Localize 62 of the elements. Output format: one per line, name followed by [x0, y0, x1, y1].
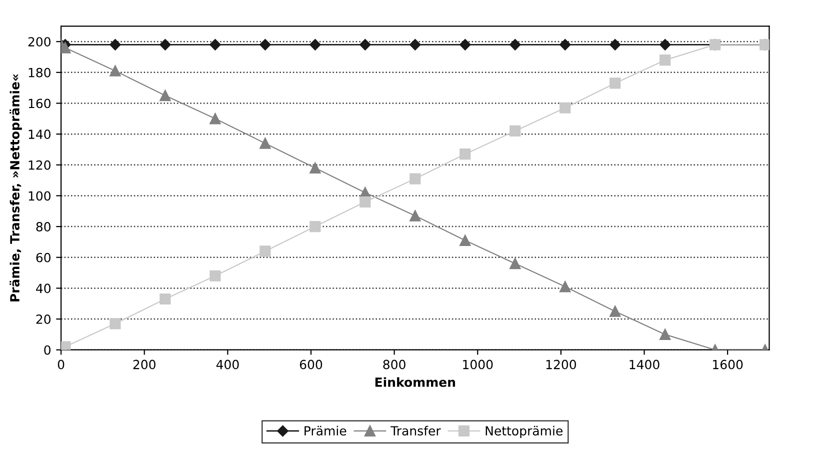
- point: [260, 246, 271, 257]
- point: [560, 281, 571, 292]
- point: [61, 341, 71, 350]
- point: [160, 293, 171, 305]
- y-tick-label: 0: [44, 345, 50, 355]
- point: [160, 90, 171, 102]
- point: [310, 220, 321, 232]
- point: [560, 102, 571, 114]
- point: [660, 328, 671, 340]
- point: [410, 173, 421, 184]
- point: [660, 54, 671, 66]
- y-tick-label: 20: [36, 314, 50, 324]
- legend-label: Prämie: [304, 426, 346, 436]
- x-tick-label: 200: [133, 360, 156, 370]
- y-tick-label: 40: [36, 284, 50, 294]
- point: [410, 210, 421, 222]
- x-tick-label: 0: [58, 360, 64, 370]
- point: [210, 270, 221, 282]
- point: [460, 39, 471, 50]
- x-tick-label: 1400: [630, 360, 660, 370]
- point: [460, 148, 471, 160]
- point: [560, 39, 571, 50]
- point: [210, 39, 221, 50]
- y-tick-label: 60: [36, 252, 50, 262]
- point: [510, 39, 521, 50]
- x-tick-label: 1600: [713, 360, 743, 370]
- point: [310, 39, 321, 50]
- point: [210, 113, 221, 124]
- point: [160, 39, 171, 50]
- point: [310, 162, 321, 174]
- y-tick-label: 80: [36, 222, 50, 232]
- point: [510, 125, 521, 137]
- legend-label: Nettoprämie: [486, 426, 562, 438]
- point: [110, 65, 121, 76]
- point: [609, 39, 621, 50]
- point: [260, 138, 271, 149]
- legend-label: Transfer: [390, 426, 441, 436]
- point: [260, 39, 271, 50]
- point: [610, 306, 621, 317]
- y-tick-label: 160: [28, 98, 50, 108]
- point: [110, 39, 121, 50]
- point: [360, 39, 371, 50]
- y-tick-label: 100: [28, 191, 50, 201]
- x-tick-label: 1200: [546, 360, 576, 370]
- x-tick-label: 600: [300, 360, 322, 370]
- x-tick-label: 800: [383, 360, 406, 370]
- point: [410, 39, 421, 50]
- point: [659, 39, 671, 50]
- y-tick-label: 200: [28, 37, 50, 47]
- y-tick-label: 120: [28, 160, 50, 170]
- point: [61, 42, 71, 54]
- x-tick-label: 400: [216, 360, 239, 370]
- y-tick-label: 140: [28, 130, 50, 139]
- y-axis-title: Prämie, Transfer, »Nettoprämie«: [10, 74, 22, 302]
- point: [360, 196, 371, 208]
- x-axis-title: Einkommen: [375, 377, 456, 387]
- point: [460, 234, 471, 246]
- y-tick-label: 180: [28, 68, 50, 78]
- x-tick-label: 1000: [463, 360, 493, 370]
- point: [110, 318, 121, 330]
- point: [510, 258, 521, 270]
- point: [610, 78, 621, 89]
